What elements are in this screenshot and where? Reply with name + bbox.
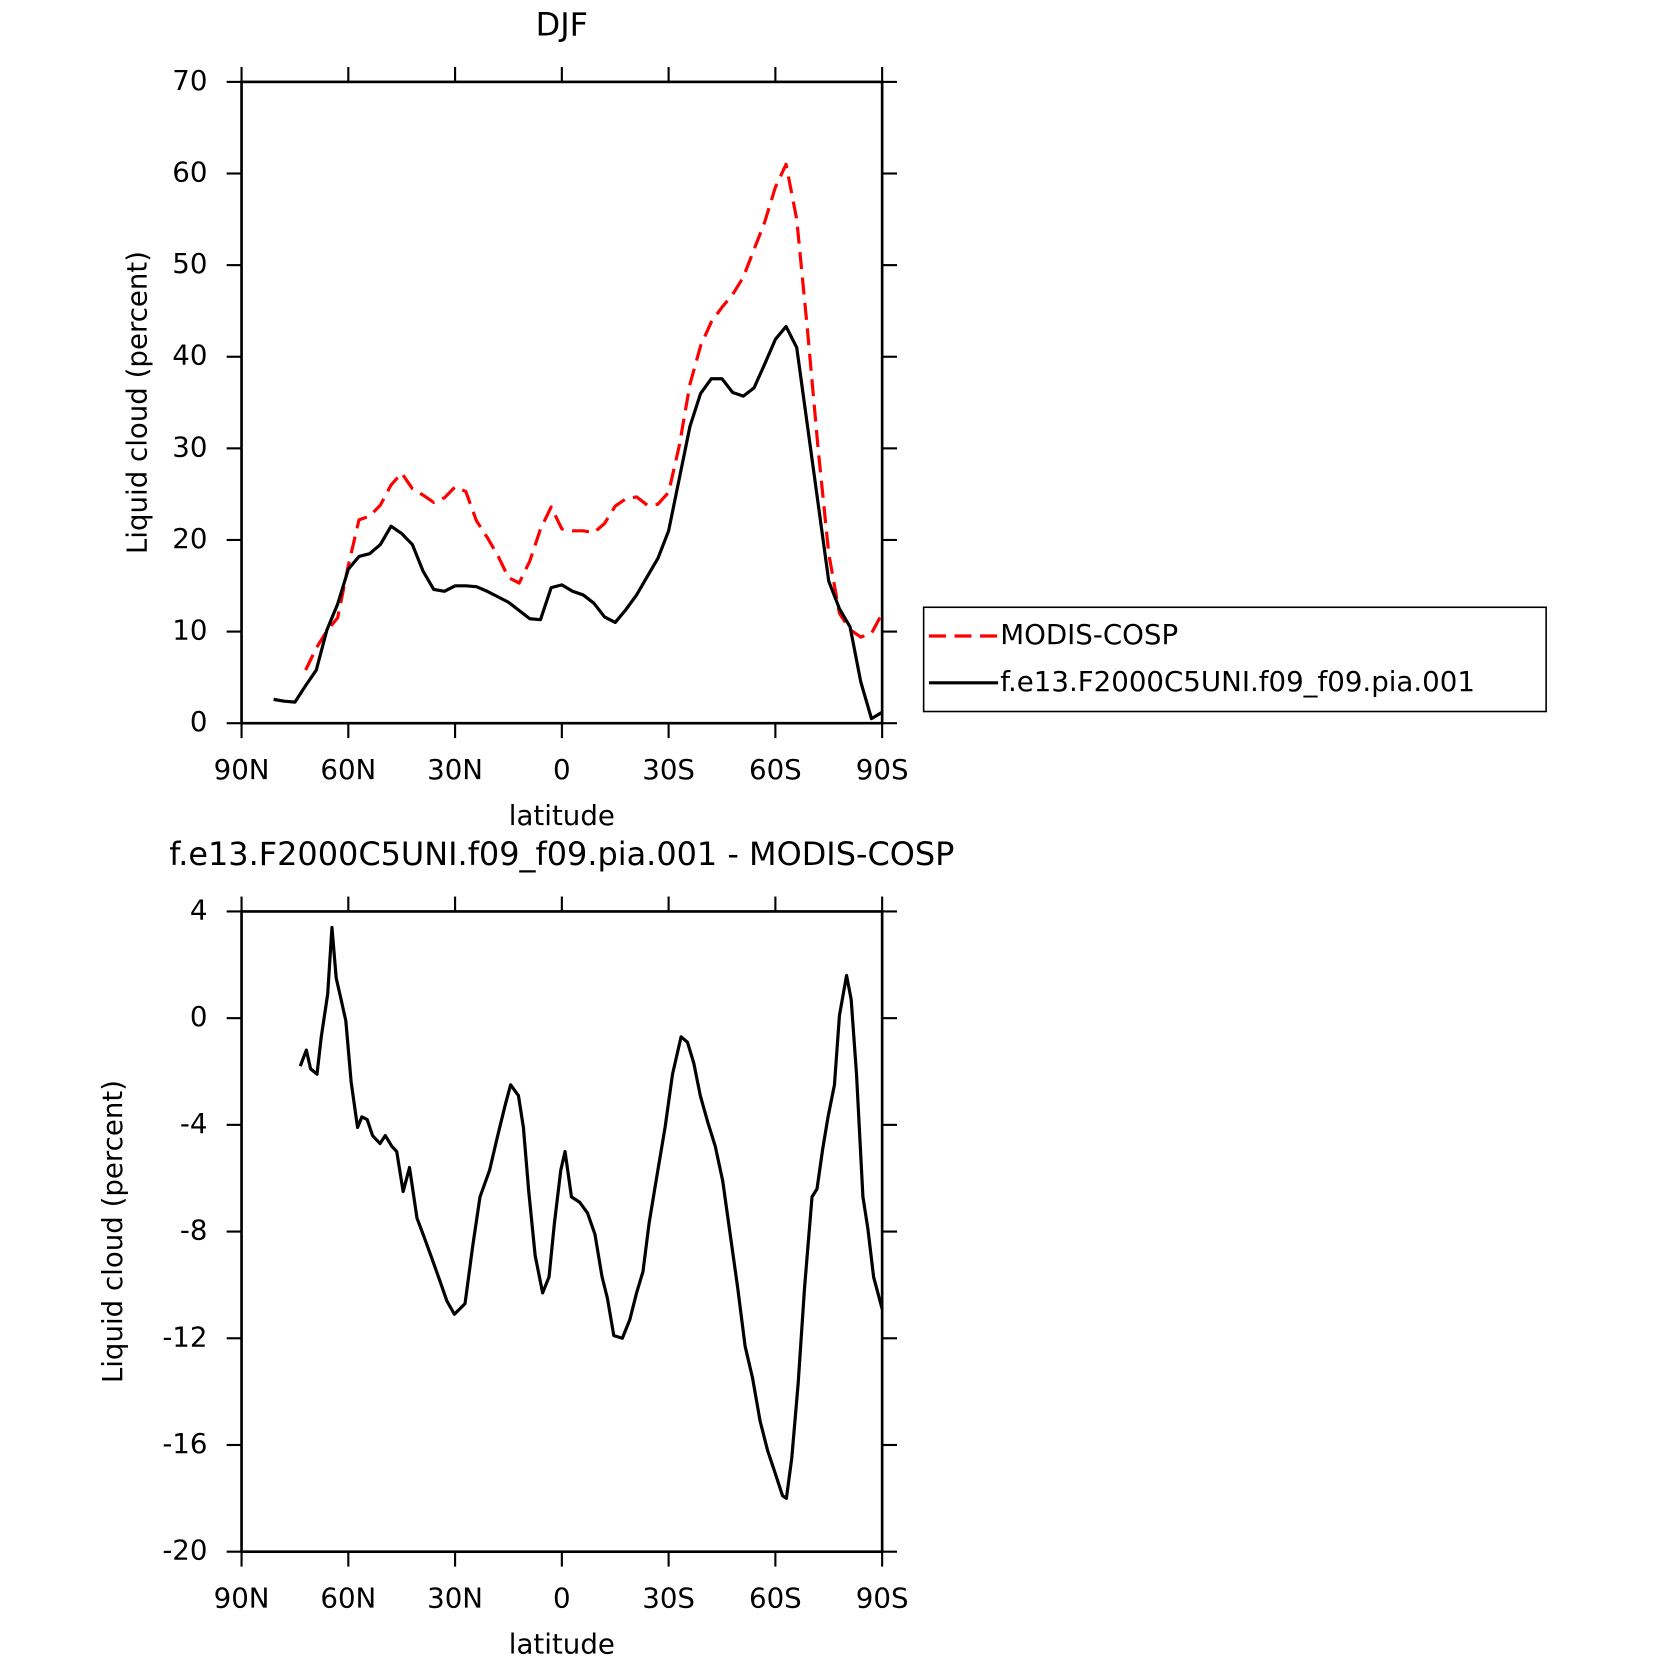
y-tick-label: -8 (180, 1214, 208, 1247)
y-tick-label: 30 (172, 430, 207, 463)
y-tick-label: 60 (172, 156, 207, 189)
x-tick-label: 90N (214, 753, 270, 786)
y-tick-label: -12 (162, 1320, 207, 1353)
data-line (304, 162, 884, 671)
plot-frame (240, 910, 884, 1554)
legend-label: MODIS-COSP (1000, 618, 1178, 651)
y-tick-label: -20 (162, 1534, 207, 1567)
legend-box (922, 606, 1547, 713)
legend-label: f.e13.F2000C5UNI.f09_f09.pia.001 (1000, 665, 1475, 698)
y-tick-label: 10 (172, 614, 207, 647)
y-tick-label: 40 (172, 339, 207, 372)
x-tick-label: 60N (320, 753, 376, 786)
y-axis-label: Liquid cloud (percent) (96, 1080, 129, 1383)
y-tick-label: 20 (172, 522, 207, 555)
y-tick-label: -4 (180, 1107, 208, 1140)
x-tick-label: 30S (642, 753, 695, 786)
x-tick-label: 30N (427, 1582, 483, 1615)
chart-title: f.e13.F2000C5UNI.f09_f09.pia.001 - MODIS… (169, 835, 954, 873)
data-line (298, 925, 884, 1500)
x-tick-label: 90N (214, 1582, 270, 1615)
x-tick-label: 60S (749, 753, 802, 786)
x-tick-label: 0 (553, 753, 571, 786)
x-axis-label: latitude (509, 799, 615, 832)
data-line (273, 324, 883, 721)
x-tick-label: 30N (427, 753, 483, 786)
y-axis-label: Liquid cloud (percent) (120, 251, 153, 554)
x-tick-label: 0 (553, 1582, 571, 1615)
y-tick-label: 0 (190, 1000, 208, 1033)
x-axis-label: latitude (509, 1627, 615, 1660)
y-tick-label: 0 (190, 705, 208, 738)
y-tick-label: 50 (172, 247, 207, 280)
y-tick-label: -16 (162, 1427, 207, 1460)
x-tick-label: 60N (320, 1582, 376, 1615)
chart-title: DJF (536, 6, 588, 44)
x-tick-label: 90S (856, 1582, 909, 1615)
y-tick-label: 4 (190, 893, 208, 926)
x-tick-label: 60S (749, 1582, 802, 1615)
x-tick-label: 30S (642, 1582, 695, 1615)
x-tick-label: 90S (856, 753, 909, 786)
plot-frame (240, 80, 884, 725)
y-tick-label: 70 (172, 64, 207, 97)
